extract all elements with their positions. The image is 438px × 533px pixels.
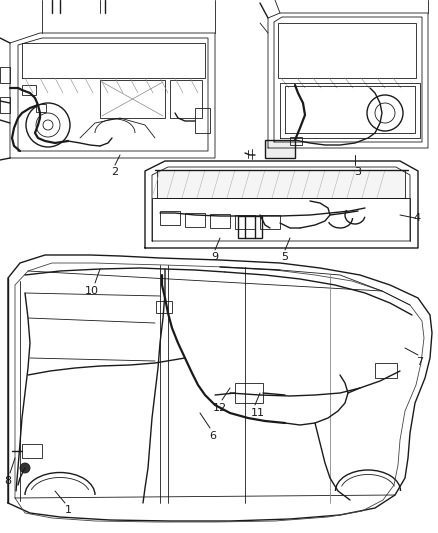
Bar — [195, 108, 210, 133]
Bar — [157, 170, 405, 198]
Bar — [238, 216, 262, 238]
Text: 4: 4 — [413, 213, 420, 223]
Bar — [100, 80, 165, 118]
Bar — [0, 67, 10, 83]
Text: 2: 2 — [111, 167, 119, 177]
Text: 10: 10 — [85, 286, 99, 296]
Bar — [36, 104, 46, 112]
Text: 5: 5 — [282, 252, 289, 262]
Text: 1: 1 — [64, 505, 71, 515]
Text: 11: 11 — [251, 408, 265, 418]
Text: 6: 6 — [209, 431, 216, 441]
Bar — [235, 215, 255, 229]
Text: 8: 8 — [4, 476, 11, 486]
Bar — [160, 211, 180, 225]
Text: 3: 3 — [354, 167, 361, 177]
Bar — [22, 85, 36, 95]
Bar — [278, 23, 416, 78]
Circle shape — [20, 463, 30, 473]
Text: 9: 9 — [212, 252, 219, 262]
Bar — [22, 444, 42, 458]
Bar — [156, 301, 172, 313]
Bar — [210, 214, 230, 228]
Text: 12: 12 — [213, 403, 227, 413]
Bar — [265, 140, 295, 158]
Bar — [0, 97, 10, 113]
Bar — [235, 383, 263, 403]
Bar — [185, 213, 205, 227]
Text: 7: 7 — [417, 357, 424, 367]
Bar — [170, 80, 202, 118]
Bar — [375, 363, 397, 378]
Bar — [290, 137, 302, 145]
Bar — [260, 215, 280, 229]
